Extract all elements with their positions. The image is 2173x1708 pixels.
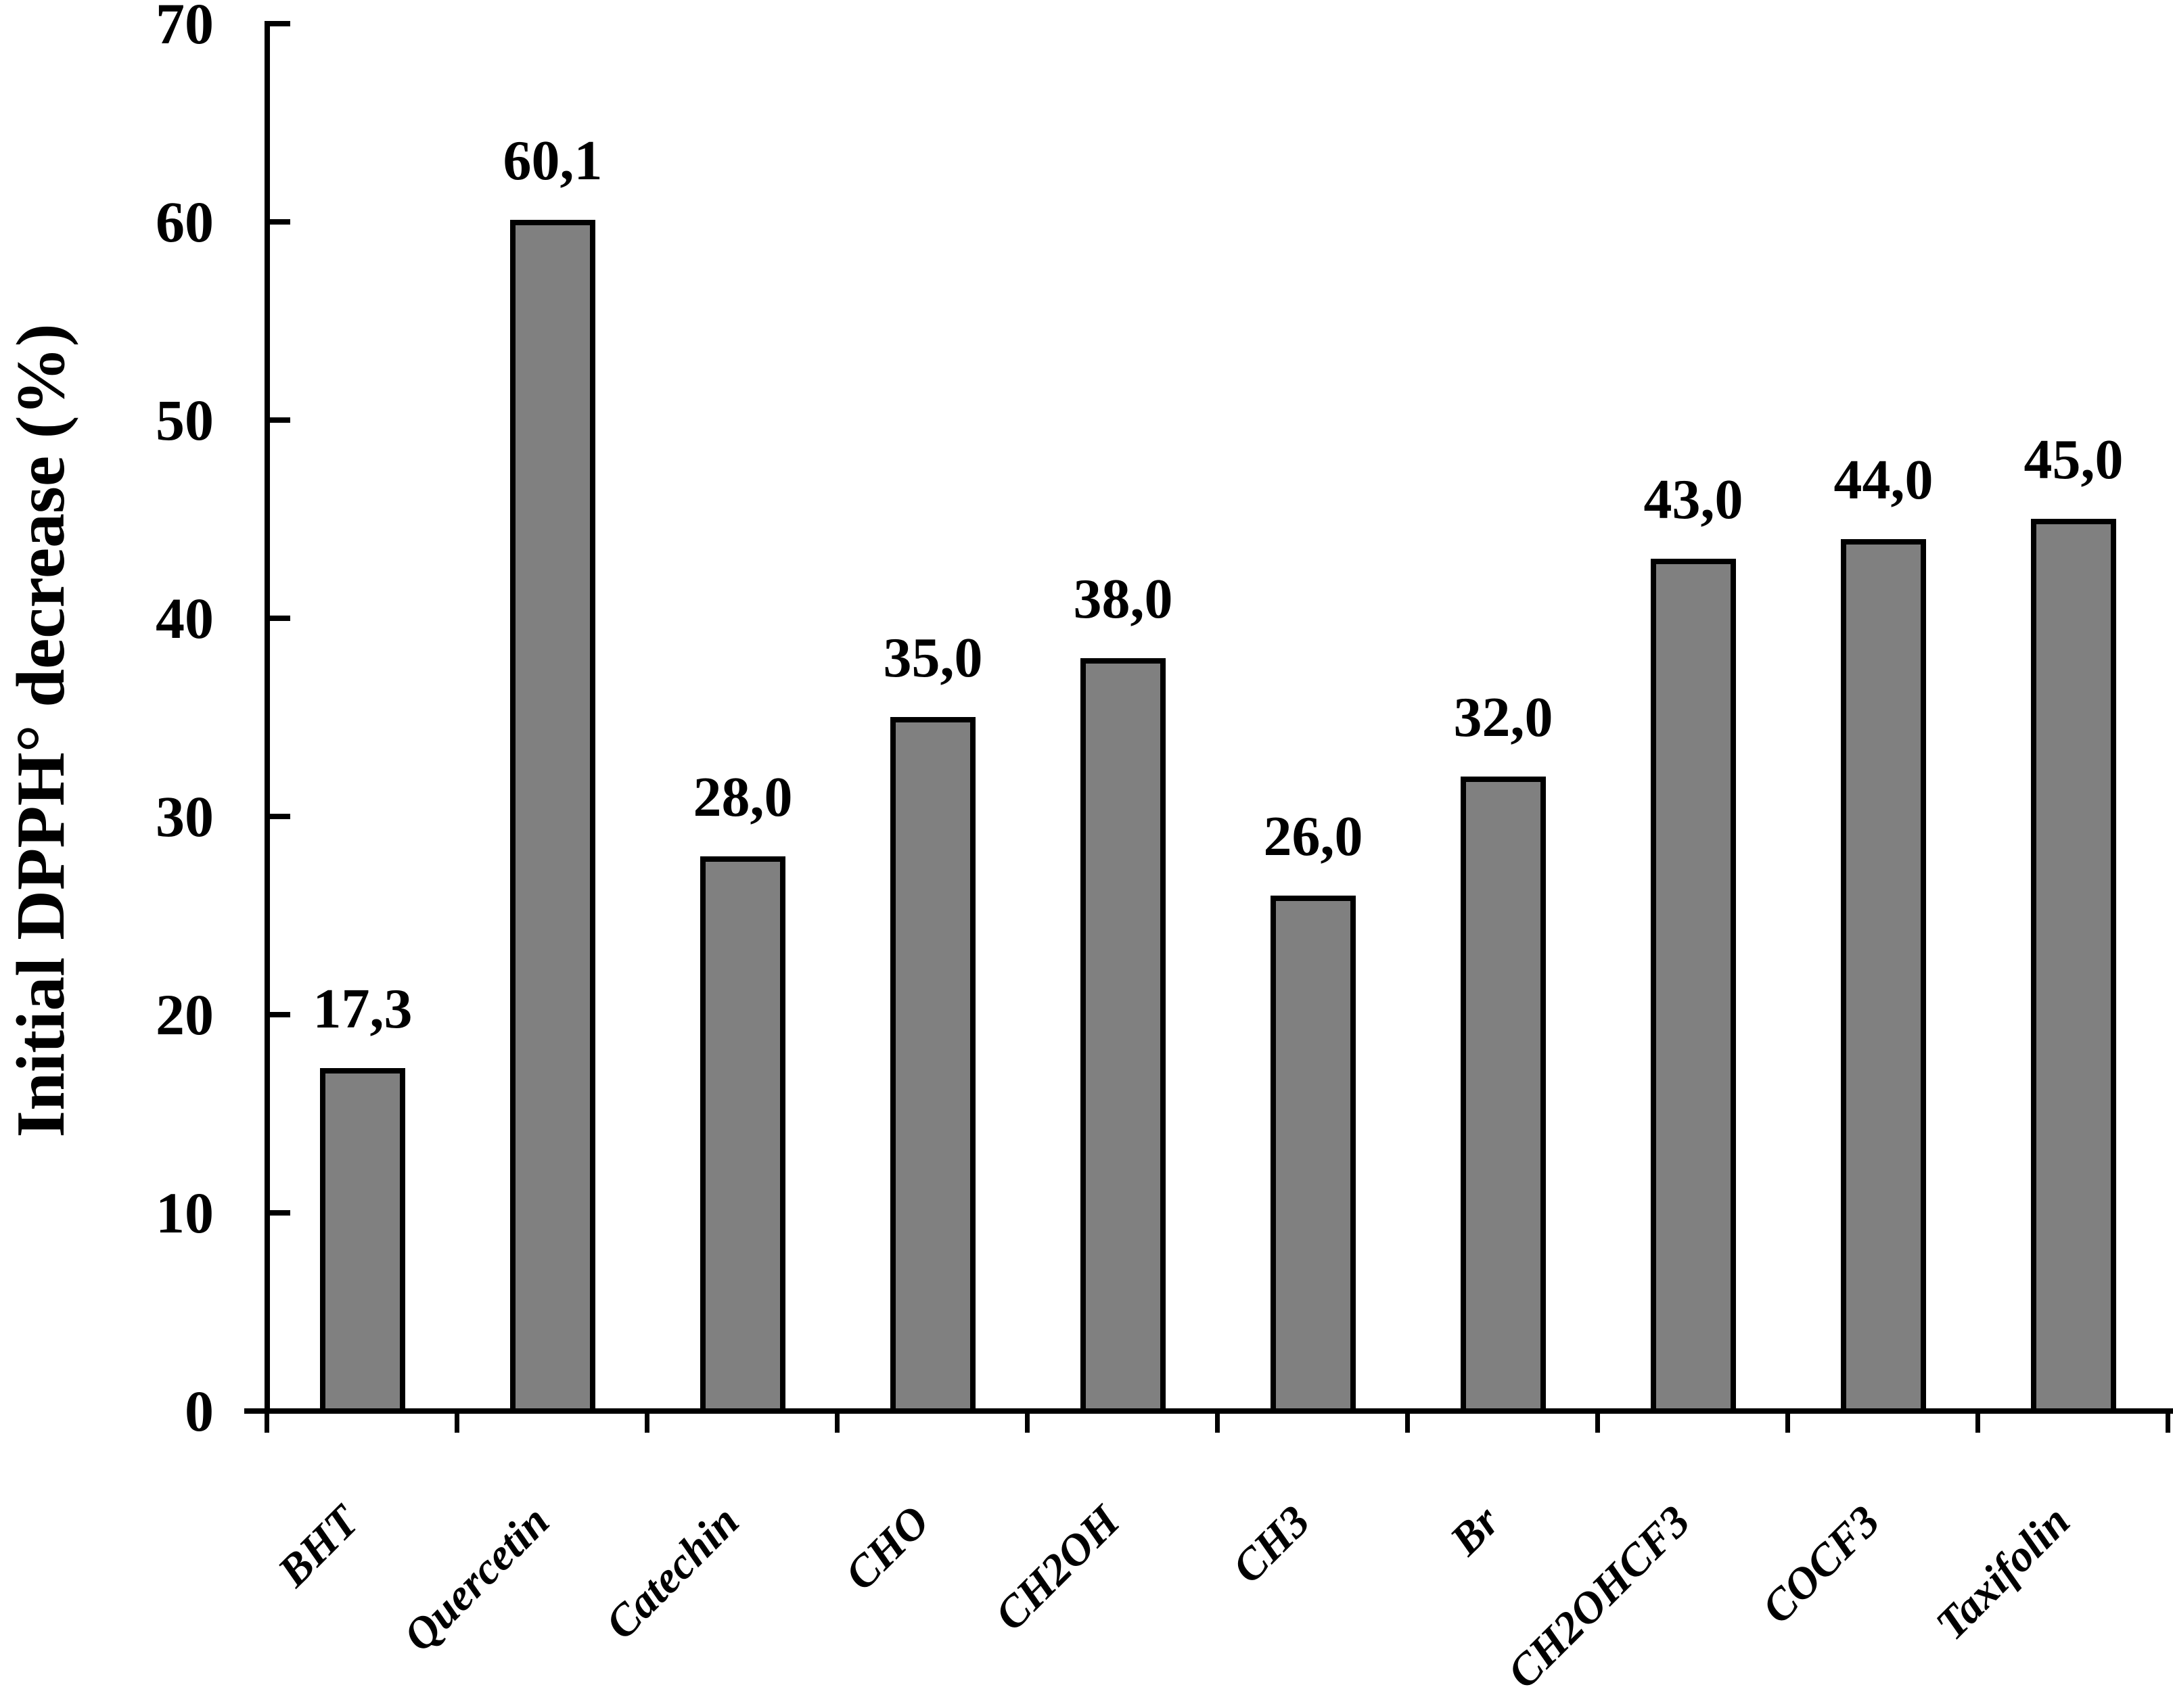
y-tick xyxy=(270,616,290,621)
bar-value-label: 17,3 xyxy=(313,977,413,1040)
bar xyxy=(1271,896,1356,1414)
x-tick xyxy=(1975,1414,1980,1433)
x-tick xyxy=(265,1414,269,1433)
y-tick xyxy=(270,21,290,26)
x-tick xyxy=(1405,1414,1410,1433)
bar-value-label: 44,0 xyxy=(1833,448,1934,511)
bar xyxy=(320,1068,405,1414)
x-tick xyxy=(1595,1414,1600,1433)
x-tick xyxy=(1215,1414,1220,1433)
x-axis-line xyxy=(265,1408,2173,1414)
x-tick-label-text: CHO xyxy=(836,1496,939,1600)
y-tick-label: 40 xyxy=(156,586,214,651)
y-tick xyxy=(270,1210,290,1216)
y-tick xyxy=(270,417,290,423)
y-tick xyxy=(270,219,290,225)
y-tick xyxy=(270,814,290,819)
bar-value-label: 35,0 xyxy=(883,626,983,689)
bar xyxy=(1651,559,1736,1414)
x-tick xyxy=(455,1414,459,1433)
y-tick-label: 20 xyxy=(156,982,214,1047)
bar-value-label: 38,0 xyxy=(1073,568,1173,630)
y-tick-label: 50 xyxy=(156,388,214,453)
bar-value-label: 26,0 xyxy=(1263,805,1363,868)
bar xyxy=(700,856,785,1414)
x-tick-label-text: Catechin xyxy=(596,1496,749,1649)
x-tick-label-text: CH3 xyxy=(1222,1496,1319,1593)
x-tick-label-text: Quercetin xyxy=(394,1496,559,1661)
y-tick-label: 30 xyxy=(156,784,214,849)
bar-value-label: 32,0 xyxy=(1453,686,1553,749)
x-tick-label-text: CH2OH xyxy=(985,1496,1129,1640)
y-tick xyxy=(270,1012,290,1017)
y-tick-label: 0 xyxy=(185,1379,214,1444)
y-tick-label: 70 xyxy=(156,0,214,56)
bar xyxy=(1841,539,1926,1414)
bar xyxy=(2031,519,2116,1414)
bar-value-label: 45,0 xyxy=(2023,428,2124,491)
bar-value-label: 43,0 xyxy=(1643,468,1743,531)
x-tick xyxy=(645,1414,649,1433)
x-tick-label-text: CH2OHCF3 xyxy=(1497,1496,1699,1699)
y-axis-line xyxy=(265,21,270,1414)
x-tick-label-text: COCF3 xyxy=(1752,1496,1890,1634)
x-tick xyxy=(1025,1414,1030,1433)
bar-value-label: 28,0 xyxy=(693,766,793,829)
x-tick-label-text: Taxifolin xyxy=(1926,1496,2080,1650)
x-tick xyxy=(835,1414,840,1433)
bar xyxy=(890,717,976,1414)
bar xyxy=(1461,777,1546,1414)
x-tick xyxy=(2166,1414,2170,1433)
bar xyxy=(510,220,595,1414)
x-tick-label-text: Br xyxy=(1440,1496,1509,1565)
y-tick-label: 10 xyxy=(156,1180,214,1245)
y-tick-label: 60 xyxy=(156,189,214,254)
y-tick xyxy=(244,1408,265,1414)
bar-value-label: 60,1 xyxy=(503,129,603,192)
y-axis-title: Initial DPPH° decrease (%) xyxy=(3,323,79,1138)
x-tick-label-text: BHT xyxy=(269,1496,369,1596)
x-tick xyxy=(1785,1414,1790,1433)
bar xyxy=(1080,658,1166,1414)
